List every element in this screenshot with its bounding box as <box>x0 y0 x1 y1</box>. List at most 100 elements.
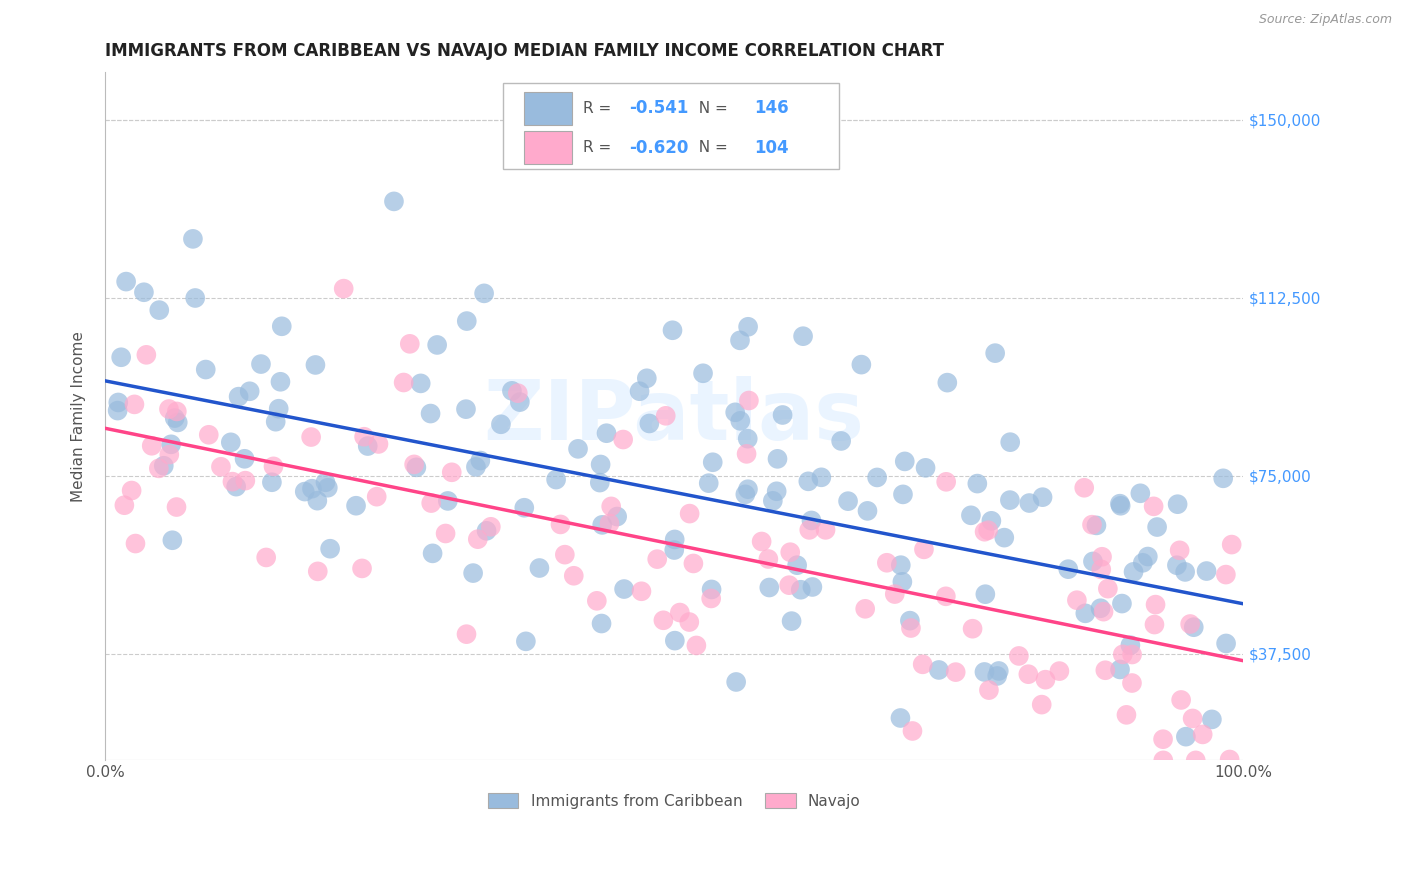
Point <box>883 587 905 601</box>
Point <box>1031 698 1053 712</box>
Point <box>162 533 184 548</box>
Point <box>612 433 634 447</box>
Point <box>914 460 936 475</box>
Point <box>780 614 803 628</box>
Point <box>734 487 756 501</box>
Point <box>814 523 837 537</box>
Point <box>1081 517 1104 532</box>
Point <box>977 683 1000 698</box>
Point <box>661 323 683 337</box>
Point <box>1032 490 1054 504</box>
Point <box>702 455 724 469</box>
Point <box>664 633 686 648</box>
Point <box>585 594 607 608</box>
Point <box>409 376 432 391</box>
Point <box>434 526 457 541</box>
Point <box>112 498 135 512</box>
Point <box>472 286 495 301</box>
Point <box>1212 471 1234 485</box>
Point <box>1066 593 1088 607</box>
Point <box>1111 597 1133 611</box>
Point <box>1215 567 1237 582</box>
Point <box>866 470 889 484</box>
Point <box>267 401 290 416</box>
Point <box>456 314 478 328</box>
Point <box>725 675 748 690</box>
Point <box>228 390 250 404</box>
Point <box>1085 518 1108 533</box>
Point <box>567 442 589 456</box>
Point <box>382 194 405 209</box>
Point <box>141 439 163 453</box>
Point <box>1220 538 1243 552</box>
Point <box>437 494 460 508</box>
Point <box>225 480 247 494</box>
Point <box>1035 673 1057 687</box>
Point <box>876 556 898 570</box>
Point <box>1018 496 1040 510</box>
Point <box>936 376 959 390</box>
Point <box>456 627 478 641</box>
Point <box>1090 562 1112 576</box>
Point <box>422 546 444 560</box>
Point <box>314 475 336 490</box>
Point <box>730 414 752 428</box>
Point <box>762 493 785 508</box>
Point <box>160 437 183 451</box>
Point <box>652 613 675 627</box>
Point <box>419 407 441 421</box>
Point <box>928 663 950 677</box>
Point <box>1073 481 1095 495</box>
Point <box>792 329 814 343</box>
Point <box>332 282 354 296</box>
Point <box>509 395 531 409</box>
Point <box>132 285 155 300</box>
Point <box>316 481 339 495</box>
Point <box>778 578 800 592</box>
Point <box>420 496 443 510</box>
Point <box>501 384 523 398</box>
Point <box>700 591 723 606</box>
Point <box>1174 565 1197 579</box>
Point <box>209 459 232 474</box>
Point <box>700 582 723 597</box>
Point <box>728 334 751 348</box>
Point <box>392 376 415 390</box>
Point <box>264 415 287 429</box>
Point <box>515 634 537 648</box>
Point <box>1109 497 1132 511</box>
Point <box>250 357 273 371</box>
Point <box>1121 648 1143 662</box>
Point <box>157 448 180 462</box>
Point <box>464 459 486 474</box>
Point <box>998 493 1021 508</box>
Point <box>737 432 759 446</box>
Point <box>738 393 761 408</box>
Text: R =: R = <box>583 101 616 116</box>
Point <box>628 384 651 399</box>
Point <box>638 417 661 431</box>
Point <box>737 482 759 496</box>
Point <box>1112 648 1135 662</box>
Point <box>166 404 188 418</box>
Point <box>756 552 779 566</box>
Point <box>1121 676 1143 690</box>
Point <box>966 476 988 491</box>
Point <box>786 558 808 573</box>
Point <box>1166 558 1188 573</box>
Point <box>837 494 859 508</box>
Y-axis label: Median Family Income: Median Family Income <box>72 331 86 502</box>
Point <box>751 534 773 549</box>
Point <box>1167 497 1189 511</box>
Point <box>1092 605 1115 619</box>
Point <box>678 615 700 629</box>
Point <box>239 384 262 399</box>
Point <box>606 509 628 524</box>
Point <box>467 532 489 546</box>
Point <box>263 459 285 474</box>
Point <box>148 461 170 475</box>
Point <box>591 616 613 631</box>
Point <box>506 386 529 401</box>
Point <box>889 711 911 725</box>
Text: -0.541: -0.541 <box>628 99 688 118</box>
